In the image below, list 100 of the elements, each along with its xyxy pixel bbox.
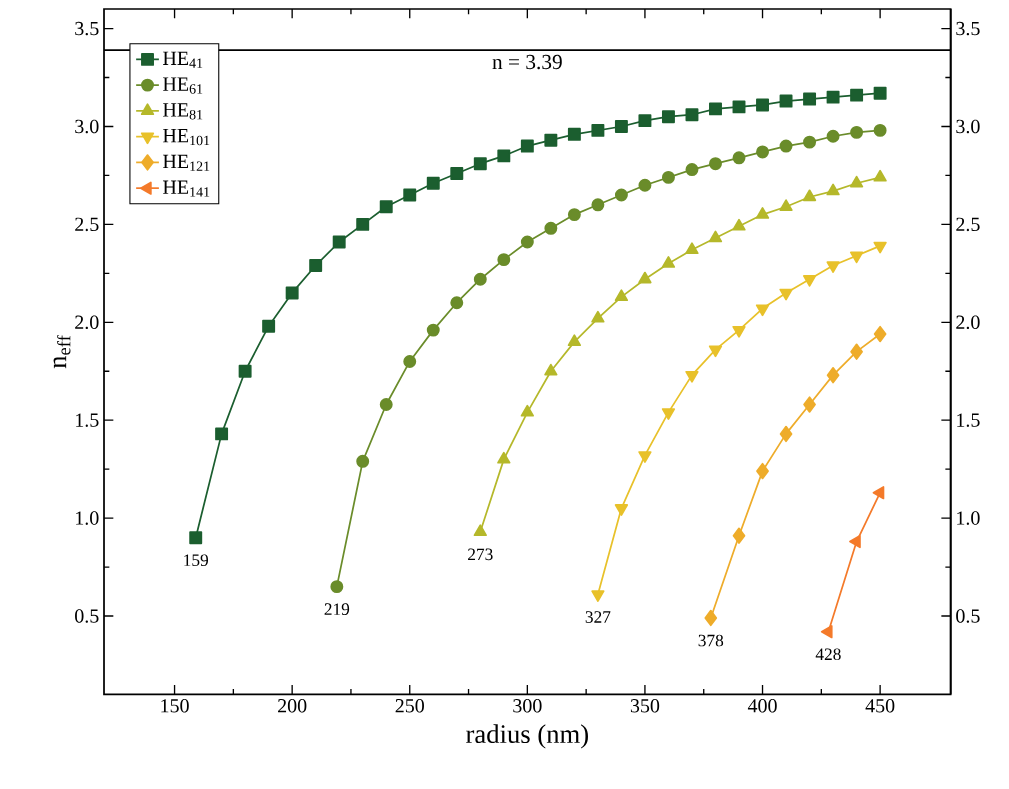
y-tick-label: 3.0 (75, 119, 99, 134)
point (685, 370, 699, 383)
point (497, 253, 511, 267)
legend-label: HE$_{141}$ (163, 180, 210, 197)
point (779, 94, 793, 108)
legend-label: HE$_{61}$ (163, 77, 203, 94)
y2-tick-label: 1.5 (957, 413, 980, 427)
point (638, 271, 652, 284)
x-axis-title: radius (nm) (466, 724, 588, 749)
point (661, 408, 676, 420)
annotation: 378 (698, 634, 724, 647)
point (262, 319, 276, 333)
point (403, 354, 417, 368)
point (803, 135, 817, 149)
point (708, 230, 723, 243)
point (849, 175, 864, 188)
point (638, 178, 652, 192)
point (497, 149, 511, 163)
point (873, 169, 887, 182)
y-tick-label: 3.5 (75, 21, 99, 36)
point (732, 527, 746, 544)
point (803, 92, 817, 106)
x-tick-label: 250 (395, 699, 424, 713)
ref-line-label: n = 3.39 (492, 54, 562, 70)
point (520, 139, 534, 153)
point (379, 398, 393, 411)
point (850, 125, 864, 139)
point (779, 425, 793, 443)
point (544, 363, 558, 376)
point (473, 157, 487, 171)
point (544, 133, 558, 147)
point (709, 157, 722, 171)
point (473, 272, 487, 286)
point (356, 454, 370, 468)
point (873, 325, 887, 343)
legend-label: HE$_{121}$ (163, 154, 210, 171)
point (473, 524, 487, 537)
point (520, 235, 534, 249)
point (238, 364, 252, 378)
point (755, 304, 770, 317)
y2-tick-label: 2.0 (956, 315, 980, 330)
legend-label: HE$_{81}$ (163, 103, 203, 120)
point (544, 221, 558, 235)
y2-tick-label: 0.5 (956, 609, 980, 623)
point (426, 176, 440, 190)
point (849, 534, 861, 549)
point (567, 127, 581, 141)
point (755, 207, 770, 219)
point (379, 200, 393, 214)
point (189, 531, 203, 545)
annotation: 428 (815, 648, 841, 661)
point (685, 163, 699, 177)
point (567, 334, 582, 347)
point (826, 366, 840, 384)
point (704, 609, 718, 627)
y2-tick-label: 3.5 (956, 21, 980, 36)
point (849, 251, 864, 264)
y-axis-title: n$_{eff}$ (53, 335, 71, 369)
x-tick-label: 450 (865, 699, 895, 713)
point (779, 288, 793, 301)
point (779, 139, 793, 153)
point (826, 90, 840, 104)
point (685, 242, 699, 255)
point (709, 102, 722, 116)
point (614, 188, 628, 202)
annotation: 327 (585, 611, 611, 623)
point (591, 310, 605, 323)
point (826, 183, 840, 196)
x-tick-label: 400 (747, 699, 777, 713)
point (567, 208, 581, 222)
point (779, 199, 793, 211)
annotation: 159 (184, 554, 209, 567)
y2-tick-label: 3.0 (956, 119, 980, 134)
legend-label: HE$_{41}$ (163, 51, 203, 68)
point (873, 86, 887, 100)
point (872, 486, 885, 500)
point (820, 625, 833, 639)
point (732, 151, 746, 165)
point (802, 275, 817, 287)
point (591, 123, 605, 137)
point (685, 108, 699, 122)
point (732, 100, 746, 114)
point (638, 114, 652, 128)
x-tick-label: 200 (278, 699, 307, 713)
point (756, 98, 769, 112)
y2-tick-label: 1.0 (957, 511, 980, 525)
point (850, 343, 863, 360)
point (309, 259, 323, 272)
point (330, 580, 344, 594)
point (356, 217, 370, 231)
point (661, 110, 675, 124)
point (803, 396, 816, 413)
point (873, 123, 887, 137)
point (661, 256, 676, 268)
x-tick-label: 150 (161, 699, 189, 713)
point (732, 325, 746, 338)
point (426, 323, 440, 337)
point (403, 188, 417, 202)
legend-label: HE$_{101}$ (163, 129, 210, 146)
y2-tick-label: 2.5 (956, 217, 980, 232)
